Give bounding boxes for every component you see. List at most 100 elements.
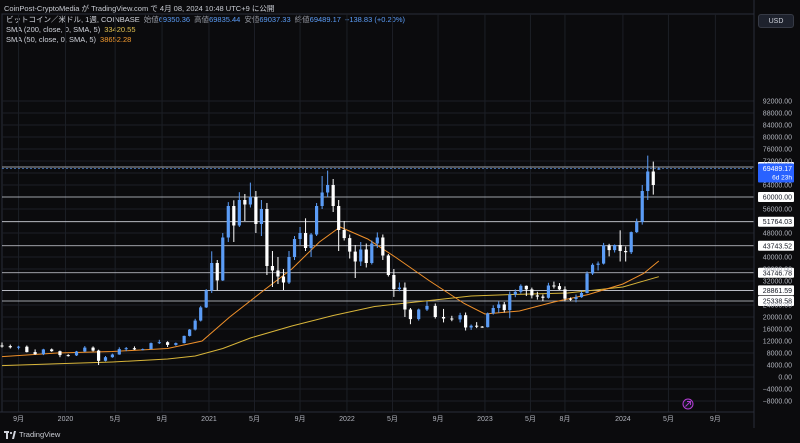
- candle-body: [96, 350, 101, 361]
- candle-body: [546, 285, 551, 298]
- level-price-tag: [758, 285, 794, 296]
- candle-body: [602, 245, 606, 264]
- candle-body: [613, 245, 617, 251]
- y-tick-label: 64000.00: [763, 183, 792, 190]
- candle-body: [270, 266, 275, 271]
- candle-body: [502, 304, 506, 311]
- current-price-label: 69489.17: [763, 166, 792, 173]
- candle-body: [552, 285, 556, 287]
- y-tick-label: 56000.00: [763, 207, 792, 214]
- candle-body: [83, 347, 87, 352]
- candle-body: [199, 307, 203, 321]
- y-tick-label: 76000.00: [763, 147, 792, 154]
- candle-body: [314, 206, 319, 235]
- candle-body: [590, 264, 595, 274]
- candle-body: [524, 285, 528, 290]
- candle-body: [326, 185, 330, 193]
- sma50-line: [1, 226, 660, 358]
- candle-body: [337, 206, 341, 230]
- y-tick-label: 36000.00: [763, 267, 792, 274]
- candle-body: [226, 206, 230, 238]
- candle-body: [117, 349, 121, 355]
- x-tick-label: 5月: [525, 415, 536, 423]
- candle-body: [464, 315, 468, 328]
- tradingview-logo-icon: [4, 430, 16, 439]
- candle-body: [381, 237, 385, 256]
- candle-body: [16, 346, 21, 348]
- x-tick-label: 2020: [58, 416, 74, 423]
- footer-brand[interactable]: TradingView: [19, 430, 61, 439]
- y-tick-label: 0.00: [778, 375, 792, 382]
- currency-button[interactable]: USD: [758, 14, 794, 28]
- candle-body: [33, 352, 37, 355]
- bar-countdown-label: 6d 23h: [772, 175, 792, 182]
- level-price-label: 28861.59: [763, 288, 792, 295]
- candle-body: [66, 355, 70, 357]
- level-price-label: 25338.58: [763, 298, 792, 305]
- published-by-caption: CoinPost-CryptoMedia が TradingView.com で…: [4, 4, 275, 13]
- chart-grid: [1, 13, 755, 413]
- y-tick-label: 92000.00: [763, 99, 792, 106]
- go-to-realtime-arrow-icon: [685, 401, 691, 407]
- y-tick-label: −4000.00: [763, 387, 792, 394]
- x-tick-label: 9月: [710, 415, 721, 423]
- candle-body: [182, 335, 186, 344]
- level-price-label: 34746.78: [763, 270, 792, 277]
- candle-body: [237, 200, 241, 226]
- candle-body: [215, 263, 219, 281]
- symbol-label[interactable]: ビットコイン／米ドル, 1週, COINBASE: [6, 15, 140, 24]
- candle-body: [513, 291, 517, 295]
- low-value: 69037.33: [259, 15, 291, 24]
- candle-body: [433, 305, 437, 317]
- candle-body: [574, 297, 578, 299]
- close-value: 69489.17: [309, 15, 341, 24]
- x-tick-label: 2022: [339, 416, 355, 423]
- candle-body: [91, 347, 95, 351]
- high-label: 高値: [194, 15, 210, 24]
- level-price-tag: [758, 240, 794, 251]
- candle-body: [640, 191, 644, 222]
- sma200-line: [1, 276, 659, 367]
- level-price-tag: [758, 216, 794, 227]
- candle-body: [651, 171, 655, 185]
- axes: 92000.00 88000.00 84000.00 80000.00 76000.00…: [0, 0, 794, 428]
- x-tick-label: 8月: [560, 415, 571, 423]
- candle-body: [157, 342, 161, 344]
- open-value: 69350.36: [158, 15, 191, 24]
- y-tick-label: 8000.00: [767, 351, 792, 358]
- y-tick-label: 16000.00: [763, 327, 792, 334]
- candle-body: [530, 289, 534, 296]
- candle-body: [557, 286, 562, 290]
- footer: TradingView: [4, 430, 60, 439]
- candle-body: [165, 342, 170, 345]
- chart-legend: ビットコイン／米ドル, 1週, COINBASE 始値69350.36 高値69…: [6, 15, 405, 45]
- candle-body: [276, 270, 280, 277]
- candle-body: [618, 245, 622, 251]
- candle-body: [519, 285, 523, 292]
- x-tick-label: 9月: [433, 415, 444, 423]
- candle-body: [193, 320, 197, 330]
- candle-body: [141, 349, 145, 351]
- sma200-value: 33420.55: [104, 25, 136, 34]
- y-tick-label: 72000.00: [763, 159, 792, 166]
- sma50-row[interactable]: SMA (50, close, 0, SMA, 5) 38652.28: [6, 35, 405, 45]
- candle-body: [8, 346, 12, 348]
- candle-body: [174, 343, 178, 345]
- sma200-row[interactable]: SMA (200, close, 0, SMA, 5) 33420.55: [6, 25, 405, 35]
- x-tick-label: 2021: [201, 416, 217, 423]
- current-price-tag: [758, 163, 794, 183]
- candle-body: [450, 318, 454, 320]
- candle-body: [74, 351, 79, 356]
- candle-body: [149, 343, 153, 350]
- x-tick-label: 9月: [295, 415, 306, 423]
- y-tick-label: 88000.00: [763, 111, 792, 118]
- close-label: 終値: [294, 15, 310, 24]
- x-tick-label: 5月: [663, 415, 674, 423]
- candle-body: [491, 308, 495, 314]
- candle-body: [303, 233, 308, 248]
- candle-body: [204, 290, 208, 308]
- level-price-label: 60000.00: [763, 195, 792, 202]
- candle-body: [386, 255, 390, 275]
- candle-body: [364, 249, 368, 263]
